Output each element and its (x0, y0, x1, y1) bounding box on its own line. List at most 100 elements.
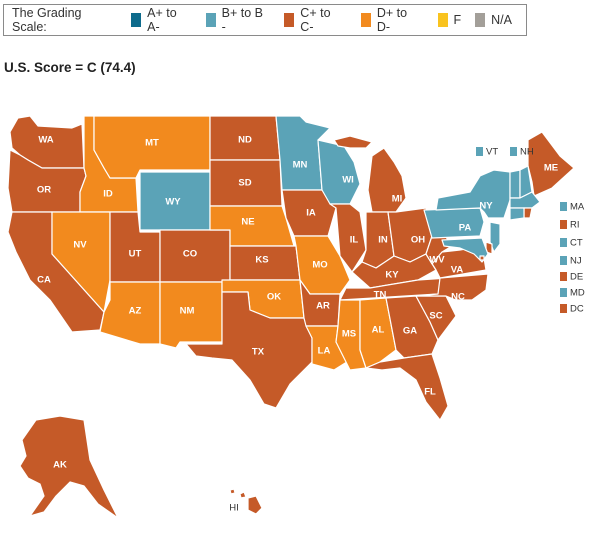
state-il[interactable] (329, 203, 367, 273)
state-ny[interactable] (435, 169, 511, 219)
state-label-wa: WA (38, 135, 53, 146)
state-label-co: CO (183, 249, 197, 260)
state-label-ak: AK (53, 460, 67, 471)
state-label-hi: HI (229, 503, 239, 514)
legend-item-d: D+ to D- (360, 6, 424, 34)
state-label-il: IL (350, 235, 359, 246)
state-label-ga: GA (403, 326, 417, 337)
key-swatch-ct (560, 238, 567, 247)
state-ak[interactable] (19, 415, 119, 519)
state-fl[interactable] (365, 353, 449, 421)
state-label-pa: PA (459, 223, 472, 234)
key-swatch-de (560, 272, 567, 281)
state-dc[interactable] (479, 255, 485, 261)
legend-label: A+ to A- (147, 6, 177, 34)
key-label-ct: CT (570, 238, 583, 249)
state-label-sd: SD (238, 178, 251, 189)
state-label-ms: MS (342, 329, 356, 340)
state-label-me: ME (544, 163, 558, 174)
state-nv[interactable] (51, 211, 111, 313)
legend-item-c: C+ to C- (284, 6, 347, 34)
state-label-va: VA (451, 265, 464, 276)
key-label-ri: RI (570, 220, 580, 231)
state-label-nm: NM (180, 306, 195, 317)
state-label-wi: WI (342, 175, 354, 186)
legend-swatch (437, 13, 448, 27)
state-label-nv: NV (73, 240, 87, 251)
key-label-md: MD (570, 288, 585, 299)
state-label-ny: NY (479, 201, 493, 212)
state-label-ne: NE (241, 217, 254, 228)
state-label-sc: SC (429, 311, 442, 322)
state-label-or: OR (37, 185, 51, 196)
key-label-vt: VT (486, 147, 498, 158)
state-label-mt: MT (145, 138, 159, 149)
key-label-de: DE (570, 272, 583, 283)
legend-swatch (131, 13, 142, 27)
state-label-ky: KY (385, 270, 399, 281)
state-nc[interactable] (415, 273, 489, 301)
state-label-ok: OK (267, 292, 281, 303)
grading-scale-legend: The Grading Scale: A+ to A- B+ to B - C+… (3, 4, 527, 36)
legend-label: D+ to D- (376, 6, 408, 34)
state-label-wv: WV (429, 255, 445, 266)
state-label-ut: UT (129, 249, 142, 260)
legend-swatch (475, 13, 486, 27)
state-label-id: ID (103, 189, 113, 200)
state-label-ar: AR (316, 301, 330, 312)
state-label-tn: TN (374, 290, 387, 301)
key-label-nj: NJ (570, 256, 582, 267)
state-mi[interactable] (333, 135, 407, 213)
state-label-ks: KS (255, 255, 268, 266)
northeast-key: VT NH MA RI CT NJ DE MD DC (476, 147, 585, 315)
state-wi[interactable] (317, 139, 361, 205)
state-label-az: AZ (129, 306, 142, 317)
key-swatch-dc (560, 304, 567, 313)
legend-swatch (360, 13, 371, 27)
state-label-fl: FL (424, 387, 436, 398)
key-swatch-md (560, 288, 567, 297)
legend-item-a: A+ to A- (131, 6, 192, 34)
key-swatch-nj (560, 256, 567, 265)
state-ct[interactable] (509, 207, 525, 221)
state-label-al: AL (372, 325, 385, 336)
state-label-ca: CA (37, 275, 51, 286)
legend-label: B+ to B - (221, 6, 263, 34)
labels-layer: WA OR CA ID NV MT WY UT AZ CO NM ND SD NE KS OK TX MN IA MO… (37, 135, 558, 514)
state-vt[interactable] (509, 169, 521, 199)
legend-item-f: F (437, 13, 462, 27)
state-label-oh: OH (411, 235, 425, 246)
legend-item-b: B+ to B - (205, 6, 271, 34)
state-tx[interactable] (185, 291, 313, 409)
state-label-tx: TX (252, 347, 265, 358)
state-label-mo: MO (312, 260, 327, 271)
key-label-nh: NH (520, 147, 534, 158)
state-label-in: IN (378, 235, 388, 246)
state-md[interactable] (441, 237, 489, 263)
key-swatch-vt (476, 147, 483, 156)
state-label-la: LA (318, 346, 331, 357)
key-label-dc: DC (570, 304, 584, 315)
key-swatch-ma (560, 202, 567, 211)
key-swatch-nh (510, 147, 517, 156)
state-label-mi: MI (392, 194, 403, 205)
state-label-nc: NC (451, 292, 465, 303)
us-score-label: U.S. Score = C (74.4) (4, 60, 136, 75)
key-swatch-ri (560, 220, 567, 229)
legend-title: The Grading Scale: (12, 6, 82, 34)
legend-item-na: N/A (475, 13, 512, 27)
state-pa[interactable] (423, 207, 485, 239)
states-layer (7, 115, 575, 519)
state-hi[interactable] (229, 488, 263, 515)
legend-label: N/A (491, 13, 512, 27)
state-ri[interactable] (523, 207, 533, 219)
state-label-wy: WY (165, 197, 181, 208)
legend-swatch (284, 13, 295, 27)
legend-label: C+ to C- (300, 6, 331, 34)
legend-swatch (205, 13, 216, 27)
key-label-ma: MA (570, 202, 585, 213)
legend-label: F (453, 13, 462, 27)
state-label-mn: MN (293, 160, 308, 171)
state-label-ia: IA (306, 208, 316, 219)
